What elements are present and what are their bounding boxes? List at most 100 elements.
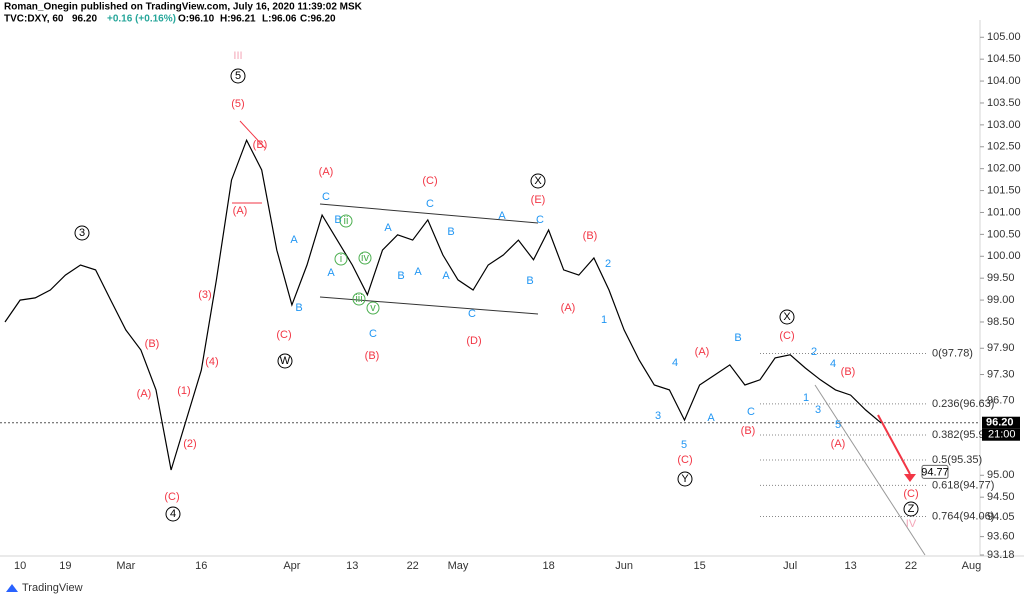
projection-arrow xyxy=(877,414,911,475)
wave-label: C xyxy=(426,198,434,210)
wave-circle xyxy=(779,309,795,325)
x-tick-label: Aug xyxy=(962,560,982,572)
wave-label: (C) xyxy=(903,488,918,500)
y-tick-label: 102.00 xyxy=(987,163,1021,175)
y-tick-label: 104.50 xyxy=(987,53,1021,65)
open: O:96.10 xyxy=(178,14,215,25)
x-tick-label: 19 xyxy=(59,560,71,572)
wave-circle xyxy=(74,225,90,241)
price-line xyxy=(4,138,882,471)
channel-line xyxy=(319,203,539,224)
wave-label: 4 xyxy=(830,358,836,370)
wave-label: (A) xyxy=(831,438,846,450)
y-tick-label: 93.18 xyxy=(987,549,1015,561)
wave-label: (B) xyxy=(365,350,380,362)
x-tick-label: 13 xyxy=(346,560,358,572)
x-tick-label: Jun xyxy=(615,560,633,572)
wave-label: (3) xyxy=(198,289,211,301)
wave-label: A xyxy=(384,222,392,234)
wave-label: (A) xyxy=(233,205,248,217)
y-tick-label: 98.50 xyxy=(987,316,1015,328)
wave-label: (D) xyxy=(466,335,481,347)
arrow-head xyxy=(904,474,916,482)
wave-label: (E) xyxy=(531,194,546,206)
trend-line xyxy=(814,384,926,556)
wave-circle xyxy=(277,353,293,369)
wave-label: (5) xyxy=(231,98,244,110)
last-time-label: 21:00 xyxy=(988,429,1016,441)
fib-label: 0(97.78) xyxy=(932,347,973,359)
wave-label: (C) xyxy=(276,329,291,341)
wave-label: (A) xyxy=(319,166,334,178)
wave-label: C xyxy=(468,308,476,320)
x-tick-label: 22 xyxy=(407,560,419,572)
y-tick-label: 102.50 xyxy=(987,141,1021,153)
legend-line: TVC:DXY, 60 96.20 +0.16 (+0.16%) O:96.10… xyxy=(4,14,336,25)
logo-icon xyxy=(6,584,18,592)
y-tick-label: 99.00 xyxy=(987,294,1015,306)
wave-label: A xyxy=(707,412,715,424)
wave-circle xyxy=(352,292,366,306)
wave-label: A xyxy=(498,210,506,222)
wave-label: iii xyxy=(355,293,362,305)
y-tick-label: 105.00 xyxy=(987,31,1021,43)
wave-label: (A) xyxy=(695,346,710,358)
change: +0.16 (+0.16%) xyxy=(107,14,176,25)
y-tick-label: 97.30 xyxy=(987,368,1015,380)
wave-label: 3 xyxy=(79,227,85,239)
wave-circle xyxy=(358,251,372,265)
wave-label: (B) xyxy=(583,230,598,242)
brand: TradingView xyxy=(22,582,83,594)
wave-label: C xyxy=(747,406,755,418)
wave-circle xyxy=(903,501,919,517)
y-tick-label: 94.05 xyxy=(987,511,1015,523)
wave-circle xyxy=(677,471,693,487)
wave-label: iv xyxy=(361,252,369,264)
y-tick-label: 93.60 xyxy=(987,531,1015,543)
wave-label: B xyxy=(734,332,741,344)
wave-label: B xyxy=(447,226,454,238)
wave-label: 3 xyxy=(815,404,821,416)
last: 96.20 xyxy=(72,14,97,25)
wave-label: C xyxy=(536,214,544,226)
wave-label: i xyxy=(340,253,342,265)
fib-label: 0.382(95.92) xyxy=(932,429,994,441)
wave-label: B xyxy=(334,214,341,226)
wave-circle xyxy=(165,506,181,522)
wave-label: (1) xyxy=(177,385,190,397)
wave-label: 5 xyxy=(681,439,687,451)
wave-label: (B) xyxy=(145,338,160,350)
wave-label: (C) xyxy=(779,330,794,342)
wave-label: (A) xyxy=(561,302,576,314)
fib-label: 0.236(96.63) xyxy=(932,398,994,410)
wave-label: (B) xyxy=(741,425,756,437)
wave-label: (C) xyxy=(677,454,692,466)
wave-label: B xyxy=(397,270,404,282)
wave-line xyxy=(239,120,266,149)
wave-circle xyxy=(366,301,380,315)
wave-label: 4 xyxy=(672,357,678,369)
fib-label: 0.618(94.77) xyxy=(932,479,994,491)
x-tick-label: Jul xyxy=(783,560,797,572)
y-tick-label: 101.50 xyxy=(987,184,1021,196)
wave-label: B xyxy=(526,275,533,287)
wave-label: A xyxy=(442,270,450,282)
y-tick-label: 96.70 xyxy=(987,395,1015,407)
wave-label: A xyxy=(327,267,335,279)
y-tick-label: 97.90 xyxy=(987,342,1015,354)
wave-label: X xyxy=(534,175,542,187)
wave-label: 2 xyxy=(605,258,611,270)
wave-circle xyxy=(530,173,546,189)
x-tick-label: 13 xyxy=(844,560,856,572)
last-price-box xyxy=(982,416,1020,429)
wave-label: (C) xyxy=(422,175,437,187)
wave-label: B xyxy=(295,302,302,314)
wave-circle xyxy=(339,214,353,228)
last-time-box xyxy=(982,428,1020,441)
wave-label: 2 xyxy=(811,346,817,358)
x-tick-label: May xyxy=(448,560,469,572)
y-tick-label: 94.50 xyxy=(987,491,1015,503)
x-tick-label: 15 xyxy=(693,560,705,572)
